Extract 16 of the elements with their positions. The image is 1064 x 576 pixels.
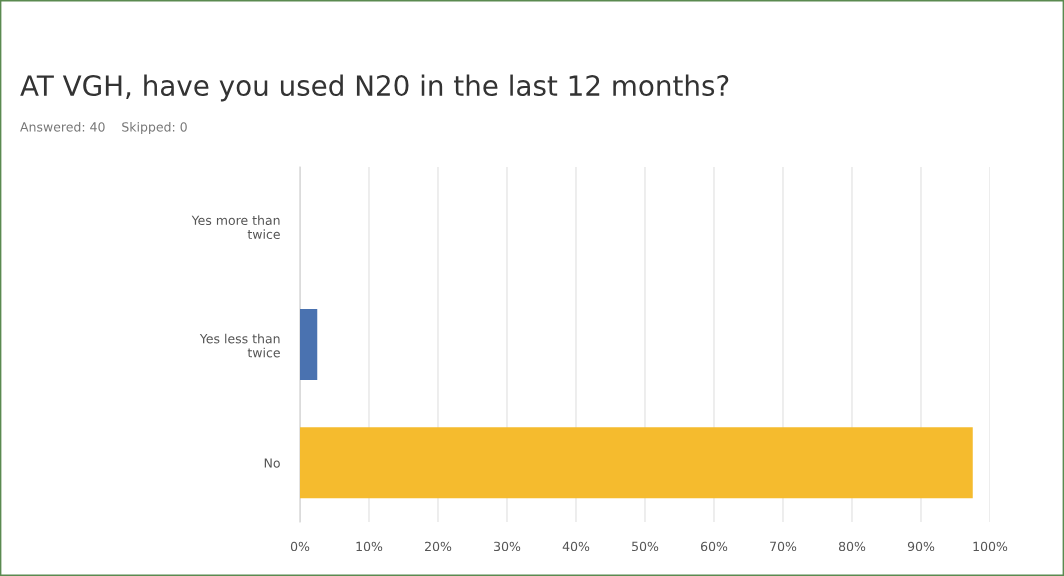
text: Answered: 40 Skipped: 0: [20, 121, 187, 135]
y-tick-label: Yes less than twice: [199, 333, 280, 358]
chart-title: AT VGH, have you used N20 in the last 12 months?: [20, 74, 729, 102]
x-tick-label: 80%: [838, 541, 866, 552]
x-tick-label: 30%: [494, 541, 521, 552]
x-tick-label: 50%: [632, 541, 659, 552]
x-tick-label: 60%: [700, 541, 728, 552]
y-tick-label: Yes more than twice: [191, 215, 280, 240]
x-tick-label: 10%: [356, 541, 383, 552]
x-tick-label: 100%: [973, 541, 1008, 552]
y-tick-label: No: [264, 458, 280, 468]
x-tick-label: 20%: [425, 541, 452, 552]
x-tick-label: 0%: [290, 541, 310, 552]
x-tick-label: 40%: [562, 541, 590, 552]
x-tick-label: 70%: [770, 541, 797, 552]
x-tick-label: 90%: [907, 541, 935, 552]
